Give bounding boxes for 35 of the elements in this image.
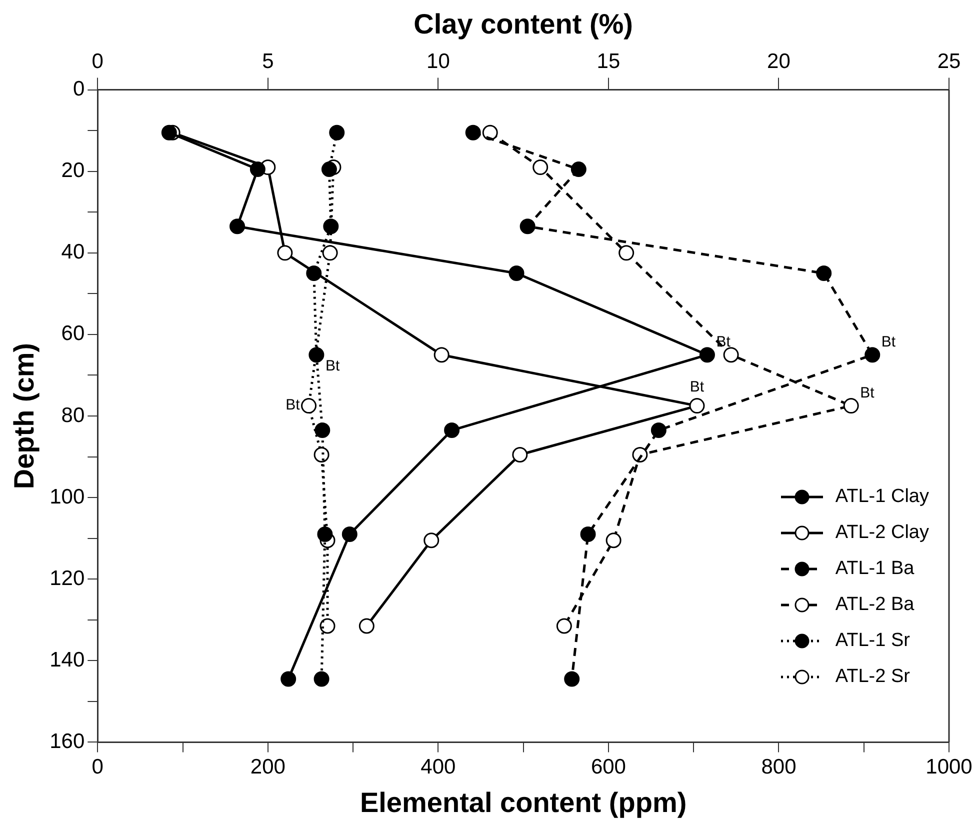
- y-tick-label: 40: [61, 240, 85, 264]
- annotation: Bt: [690, 378, 705, 396]
- x-axis-title: Elemental content (ppm): [360, 786, 687, 818]
- x2-tick-label: 5: [262, 50, 274, 73]
- legend-label: ATL-2 Clay: [835, 522, 929, 544]
- x2-tick-label: 25: [937, 50, 961, 73]
- x2-axis-title: Clay content (%): [414, 8, 633, 40]
- legend-label: ATL-2 Sr: [835, 666, 910, 688]
- x-tick-label: 200: [250, 756, 286, 779]
- y-tick-label: 100: [50, 485, 85, 508]
- x2-tick-label: 15: [596, 50, 620, 73]
- x-tick-label: 0: [92, 756, 104, 779]
- y-tick-label: 20: [61, 159, 85, 182]
- x-tick-label: 800: [761, 756, 796, 779]
- x2-tick-label: 10: [426, 50, 450, 73]
- y-tick-label: 80: [61, 404, 85, 427]
- x2-tick-label: 0: [92, 50, 104, 73]
- x-tick-label: 600: [590, 756, 626, 779]
- annotation: Bt: [860, 384, 876, 402]
- y-tick-label: 160: [50, 730, 85, 753]
- x-tick-label: 1000: [926, 756, 972, 779]
- annotation: Bt: [286, 396, 301, 414]
- y-axis-title: Depth (cm): [8, 342, 40, 490]
- y-tick-label: 0: [72, 78, 85, 101]
- legend-label: ATL-1 Ba: [835, 558, 914, 580]
- legend-label: ATL-2 Ba: [835, 594, 914, 616]
- annotation: Bt: [325, 357, 340, 374]
- x-tick-label: 400: [420, 756, 456, 779]
- y-tick-label: 140: [50, 648, 85, 672]
- x2-tick-label: 20: [767, 50, 790, 73]
- y-tick-label: 120: [50, 566, 85, 590]
- y-tick-label: 60: [61, 322, 85, 346]
- annotation: Bt: [881, 333, 896, 350]
- legend-label: ATL-1 Clay: [835, 486, 929, 508]
- legend-label: ATL-1 Sr: [835, 630, 910, 652]
